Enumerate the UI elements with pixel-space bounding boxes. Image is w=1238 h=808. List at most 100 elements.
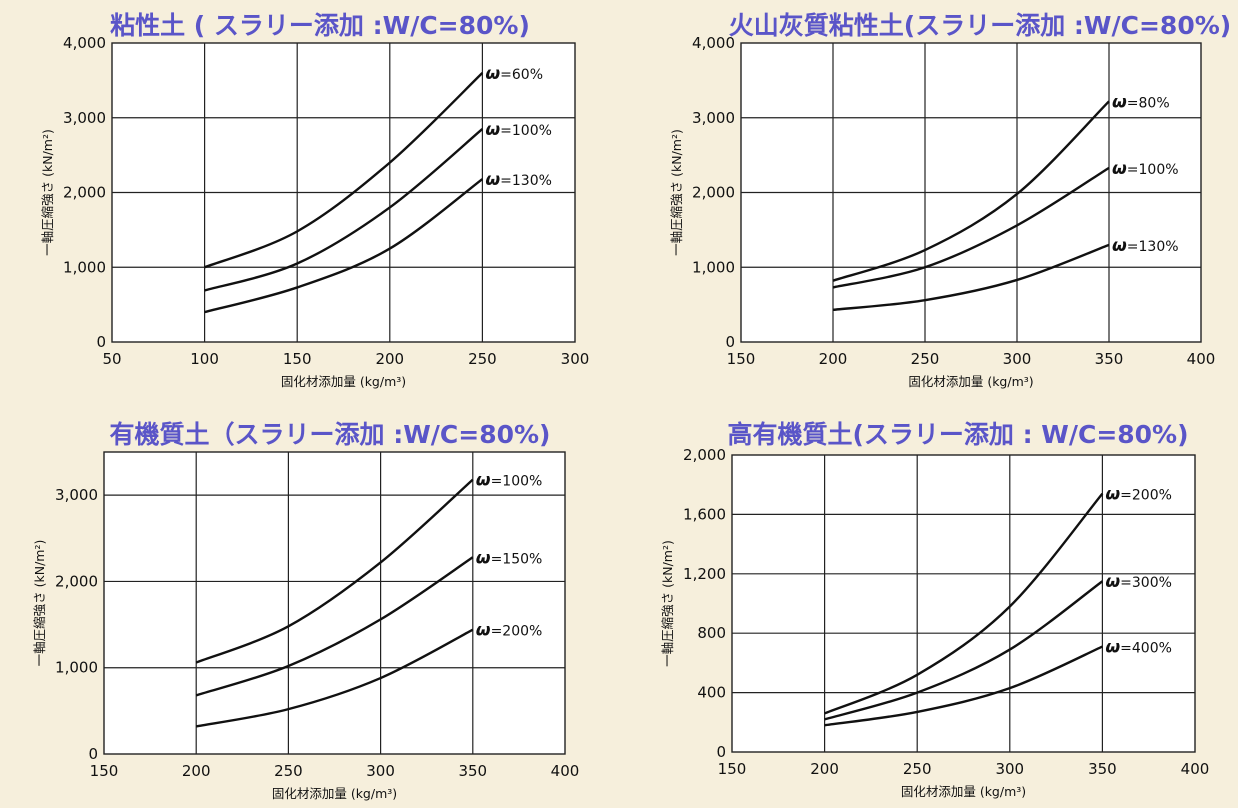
series-line [204, 128, 484, 292]
omega-symbol: ω [1105, 572, 1120, 592]
omega-symbol: ω [476, 471, 491, 491]
series-line [195, 628, 474, 728]
chart-panel-3: 有機質土（スラリー添加 :W/C=80%) 150 200 250 300 350 400 0… [32, 420, 579, 801]
x-tick-label: 250 [274, 762, 303, 780]
series-label: ω=150% [476, 548, 543, 568]
omega-symbol: ω [1112, 92, 1127, 112]
series-label: ω=200% [476, 621, 543, 641]
series-name: =130% [1127, 239, 1179, 255]
plot-area [104, 452, 565, 754]
y-tick-label: 1,000 [55, 659, 98, 677]
x-axis-label: 固化材添加量 (kg/m³) [908, 374, 1033, 389]
y-tick-label: 4,000 [63, 34, 106, 52]
series-label: ω=130% [485, 170, 552, 190]
series-label: ω=60% [485, 64, 543, 84]
x-tick-label: 100 [190, 350, 219, 368]
series-label: ω=100% [485, 120, 552, 140]
series-name: =200% [1120, 488, 1172, 504]
series-name: =60% [500, 67, 543, 83]
series-name: =200% [491, 624, 543, 640]
chart-title: 粘性土 ( スラリー添加 :W/C=80%) [110, 11, 530, 40]
y-tick-label: 3,000 [692, 109, 735, 127]
y-tick-label: 2,000 [692, 184, 735, 202]
series-line [204, 178, 484, 314]
y-tick-label: 2,000 [683, 446, 726, 464]
plot-frame [103, 451, 566, 755]
y-tick-label: 0 [96, 333, 106, 351]
y-tick-label: 2,000 [63, 184, 106, 202]
chart-panel-1: 粘性土 ( スラリー添加 :W/C=80%) 50 100 150 200 250 300 0… [40, 11, 589, 389]
x-axis-label: 固化材添加量 (kg/m³) [272, 786, 397, 801]
plot-frame [111, 42, 576, 343]
x-tick-label: 400 [1187, 350, 1216, 368]
y-axis-label: 一軸圧縮強さ (kN/m²) [40, 129, 55, 256]
y-tick-label: 1,000 [63, 258, 106, 276]
series-name: =100% [500, 123, 552, 139]
series-label: ω=130% [1112, 236, 1179, 256]
omega-symbol: ω [485, 120, 500, 140]
y-tick-label: 0 [716, 743, 726, 761]
x-tick-label: 150 [727, 350, 756, 368]
omega-symbol: ω [1112, 159, 1127, 179]
plot-frame [740, 42, 1202, 343]
omega-symbol: ω [476, 548, 491, 568]
x-tick-label: 200 [810, 760, 839, 778]
series-line [195, 478, 474, 664]
series-name: =100% [491, 474, 543, 490]
series-name: =400% [1120, 641, 1172, 657]
x-tick-label: 350 [1095, 350, 1124, 368]
series-name: =130% [500, 173, 552, 189]
series-name: =150% [491, 551, 543, 567]
chart-title: 火山灰質粘性土(スラリー添加 :W/C=80%) [729, 11, 1231, 40]
omega-symbol: ω [485, 170, 500, 190]
y-tick-label: 4,000 [692, 34, 735, 52]
x-tick-label: 300 [366, 762, 395, 780]
series-label: ω=100% [476, 471, 543, 491]
chart-panel-2: 火山灰質粘性土(スラリー添加 :W/C=80%) 150 200 250 300 350 4… [669, 11, 1231, 389]
x-tick-label: 250 [468, 350, 497, 368]
x-axis-label: 固化材添加量 (kg/m³) [901, 784, 1026, 799]
x-tick-label: 150 [283, 350, 312, 368]
series-line [824, 645, 1103, 727]
series-line [195, 556, 474, 697]
chart-title: 高有機質土(スラリー添加 : W/C=80%) [727, 420, 1188, 449]
series-line [832, 100, 1110, 282]
x-tick-label: 50 [102, 350, 121, 368]
x-tick-label: 150 [90, 762, 119, 780]
y-tick-label: 800 [697, 624, 726, 642]
series-line [824, 492, 1104, 715]
x-tick-label: 400 [551, 762, 580, 780]
x-axis-label: 固化材添加量 (kg/m³) [281, 374, 406, 389]
x-tick-label: 300 [1003, 350, 1032, 368]
series-line [832, 166, 1110, 289]
omega-symbol: ω [1105, 638, 1120, 658]
y-tick-label: 1,000 [692, 258, 735, 276]
plot-frame [731, 454, 1196, 753]
x-tick-label: 350 [1088, 760, 1117, 778]
y-tick-label: 3,000 [63, 109, 106, 127]
x-tick-label: 200 [182, 762, 211, 780]
y-axis-label: 一軸圧縮強さ (kN/m²) [669, 129, 684, 256]
series-name: =300% [1120, 575, 1172, 591]
x-tick-label: 400 [1181, 760, 1210, 778]
x-tick-label: 300 [995, 760, 1024, 778]
chart-panel-4: 高有機質土(スラリー添加 : W/C=80%) 150 200 250 300 350 40… [660, 420, 1209, 799]
y-tick-label: 1,600 [683, 505, 726, 523]
x-tick-label: 200 [375, 350, 404, 368]
omega-symbol: ω [1112, 236, 1127, 256]
series-line [832, 243, 1110, 312]
x-tick-label: 250 [903, 760, 932, 778]
y-tick-label: 0 [725, 333, 735, 351]
series-line [824, 580, 1104, 721]
series-name: =80% [1127, 95, 1170, 111]
x-tick-label: 200 [819, 350, 848, 368]
series-name: =100% [1127, 162, 1179, 178]
x-tick-label: 150 [718, 760, 747, 778]
y-tick-label: 1,200 [683, 565, 726, 583]
x-tick-label: 250 [911, 350, 940, 368]
omega-symbol: ω [1105, 485, 1120, 505]
x-tick-label: 300 [561, 350, 590, 368]
series-label: ω=100% [1112, 159, 1179, 179]
y-tick-label: 3,000 [55, 486, 98, 504]
